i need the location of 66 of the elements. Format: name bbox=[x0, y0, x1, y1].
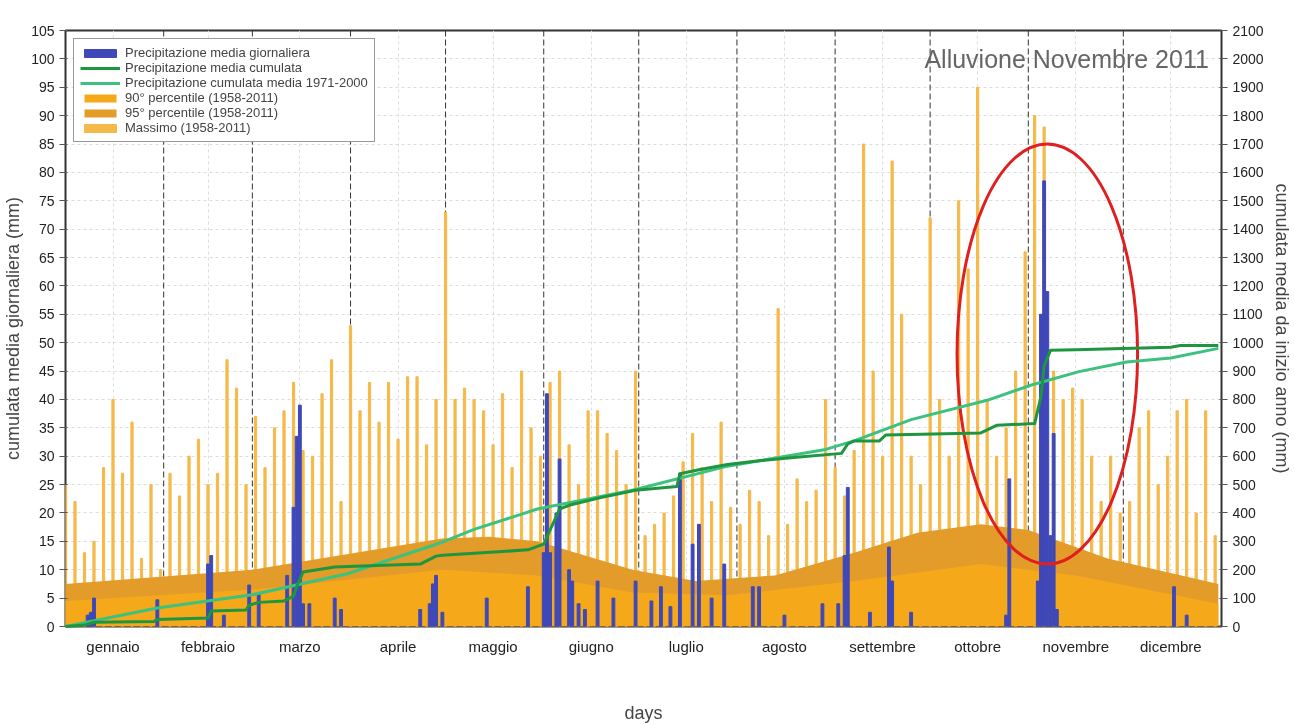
y2-tick-label: 1600 bbox=[1232, 164, 1264, 181]
y2-tick-label: 1300 bbox=[1232, 249, 1264, 266]
text: Alluvione Novembre 2011 bbox=[924, 45, 1209, 74]
y2-tick-label: 1700 bbox=[1232, 136, 1264, 153]
legend-label: Precipitazione cumulata media 1971-2000 bbox=[125, 75, 368, 90]
y-tick-label: 70 bbox=[38, 221, 55, 238]
y2-tick-label: 1200 bbox=[1232, 277, 1264, 294]
y-tick-label: 65 bbox=[38, 249, 55, 266]
y2-tick-label: 100 bbox=[1232, 590, 1257, 607]
y2-tick-label: 300 bbox=[1232, 533, 1257, 550]
y-tick-label: 10 bbox=[38, 561, 55, 578]
x-tick-label: marzo bbox=[279, 637, 321, 655]
x-tick-label: dicembre bbox=[1139, 637, 1202, 655]
legend-label: Precipitazione media cumulata bbox=[125, 60, 303, 75]
y2-tick-label: 1000 bbox=[1232, 334, 1264, 351]
x-tick-label: giugno bbox=[568, 637, 614, 655]
y-tick-label: 45 bbox=[38, 363, 55, 380]
legend-label: 90° percentile (1958-2011) bbox=[125, 90, 279, 105]
y-tick-label: 50 bbox=[38, 334, 55, 351]
y-tick-label: 15 bbox=[38, 533, 55, 550]
y2-tick-label: 700 bbox=[1232, 419, 1257, 436]
y-tick-label: 60 bbox=[38, 277, 55, 294]
y2-tick-label: 0 bbox=[1232, 618, 1241, 635]
y-tick-label: 30 bbox=[38, 448, 55, 465]
x-tick-label: gennaio bbox=[86, 637, 140, 655]
y-tick-label: 40 bbox=[38, 391, 55, 408]
y2-tick-label: 400 bbox=[1232, 504, 1257, 521]
y-tick-label: 85 bbox=[38, 136, 55, 153]
y-tick-label: 55 bbox=[38, 306, 55, 323]
y-tick-label: 35 bbox=[38, 419, 55, 436]
y-axis-title: cumulata media giornaliera (mm) bbox=[3, 196, 24, 461]
x-tick-label: luglio bbox=[668, 637, 704, 655]
x-tick-label: agosto bbox=[761, 637, 807, 655]
y-tick-label: 95 bbox=[38, 79, 55, 96]
y2-tick-label: 1800 bbox=[1232, 107, 1264, 124]
y2-axis-title: cumulata media da inizio anno (mm) bbox=[1271, 183, 1292, 474]
y-tick-label: 100 bbox=[31, 50, 55, 67]
y2-tick-label: 1500 bbox=[1232, 192, 1264, 209]
y2-tick-label: 1400 bbox=[1232, 221, 1264, 238]
y2-tick-label: 900 bbox=[1232, 363, 1257, 380]
y-tick-label: 105 bbox=[31, 22, 55, 39]
y2-tick-label: 600 bbox=[1232, 448, 1257, 465]
legend-label: Massimo (1958-2011) bbox=[125, 120, 251, 135]
y-tick-label: 90 bbox=[38, 107, 55, 124]
x-tick-label: aprile bbox=[379, 637, 417, 655]
y2-tick-label: 2100 bbox=[1232, 22, 1264, 39]
y2-tick-label: 800 bbox=[1232, 391, 1257, 408]
y2-tick-label: 200 bbox=[1232, 561, 1257, 578]
x-tick-label: settembre bbox=[849, 637, 916, 655]
y2-tick-label: 2000 bbox=[1232, 50, 1264, 67]
x-tick-label: maggio bbox=[468, 637, 518, 655]
legend-label: 95° percentile (1958-2011) bbox=[125, 105, 279, 120]
y2-tick-label: 1100 bbox=[1232, 306, 1263, 323]
y-tick-label: 0 bbox=[46, 618, 55, 635]
y-tick-label: 80 bbox=[38, 164, 55, 181]
y2-tick-label: 1900 bbox=[1232, 79, 1264, 96]
y-tick-label: 20 bbox=[38, 504, 55, 521]
y-tick-label: 75 bbox=[38, 192, 55, 209]
x-tick-label: ottobre bbox=[954, 637, 1001, 655]
legend-label: Precipitazione media giornaliera bbox=[125, 45, 310, 60]
x-tick-label: novembre bbox=[1042, 637, 1110, 655]
y-tick-label: 5 bbox=[46, 590, 55, 607]
x-axis-title: days bbox=[624, 702, 663, 723]
y2-tick-label: 500 bbox=[1232, 476, 1257, 493]
y-tick-label: 25 bbox=[38, 476, 55, 493]
x-tick-label: febbraio bbox=[180, 637, 236, 655]
